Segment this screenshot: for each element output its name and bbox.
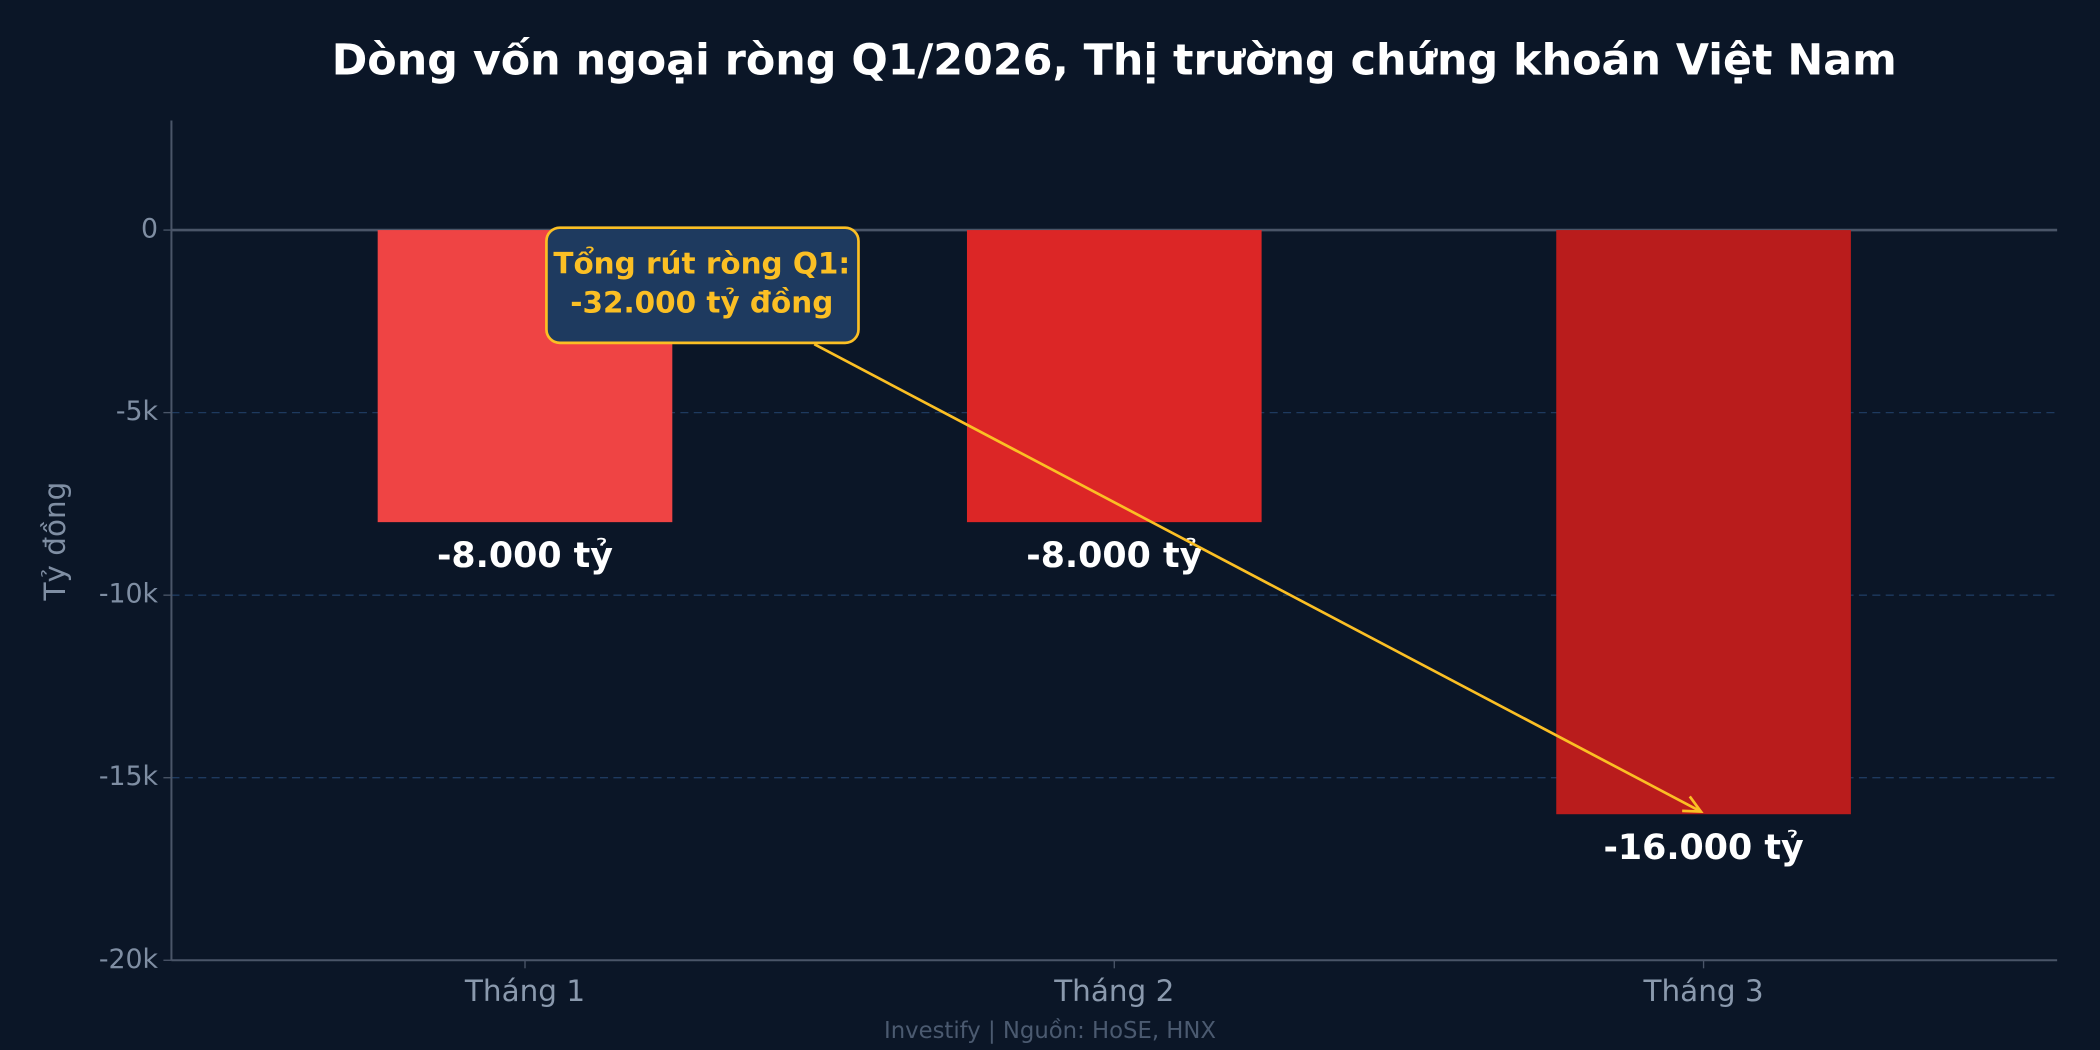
bar (966, 230, 1262, 523)
x-tick-label: Tháng 3 (1642, 974, 1763, 1008)
y-tick-label: 0 (141, 214, 158, 245)
annotation-box (545, 226, 860, 345)
y-tick-label: -10k (99, 579, 159, 610)
chart-title: Dòng vốn ngoại ròng Q1/2026, Thị trường … (332, 35, 1897, 85)
y-tick-label: -20k (99, 944, 159, 975)
annotation-arrow (813, 343, 1702, 813)
y-tick-label: -5k (116, 396, 159, 427)
y-tick-label: -15k (99, 761, 159, 792)
y-axis-label: Tỷ đồng (38, 482, 72, 602)
annotation-text: Tổng rút ròng Q1: (553, 246, 850, 281)
footer: Investify | Nguồn: HoSE, HNX (884, 1018, 1216, 1044)
x-tick-label: Tháng 2 (1053, 974, 1174, 1008)
annotation-text: -32.000 tỷ đồng (570, 286, 833, 320)
annotation-arrowhead (1682, 795, 1704, 813)
x-tick-label: Tháng 1 (464, 974, 585, 1008)
value-label: -16.000 tỷ (1603, 828, 1804, 868)
value-label: -8.000 tỷ (437, 536, 613, 576)
value-label: -8.000 tỷ (1026, 536, 1202, 576)
bar (1556, 230, 1851, 815)
